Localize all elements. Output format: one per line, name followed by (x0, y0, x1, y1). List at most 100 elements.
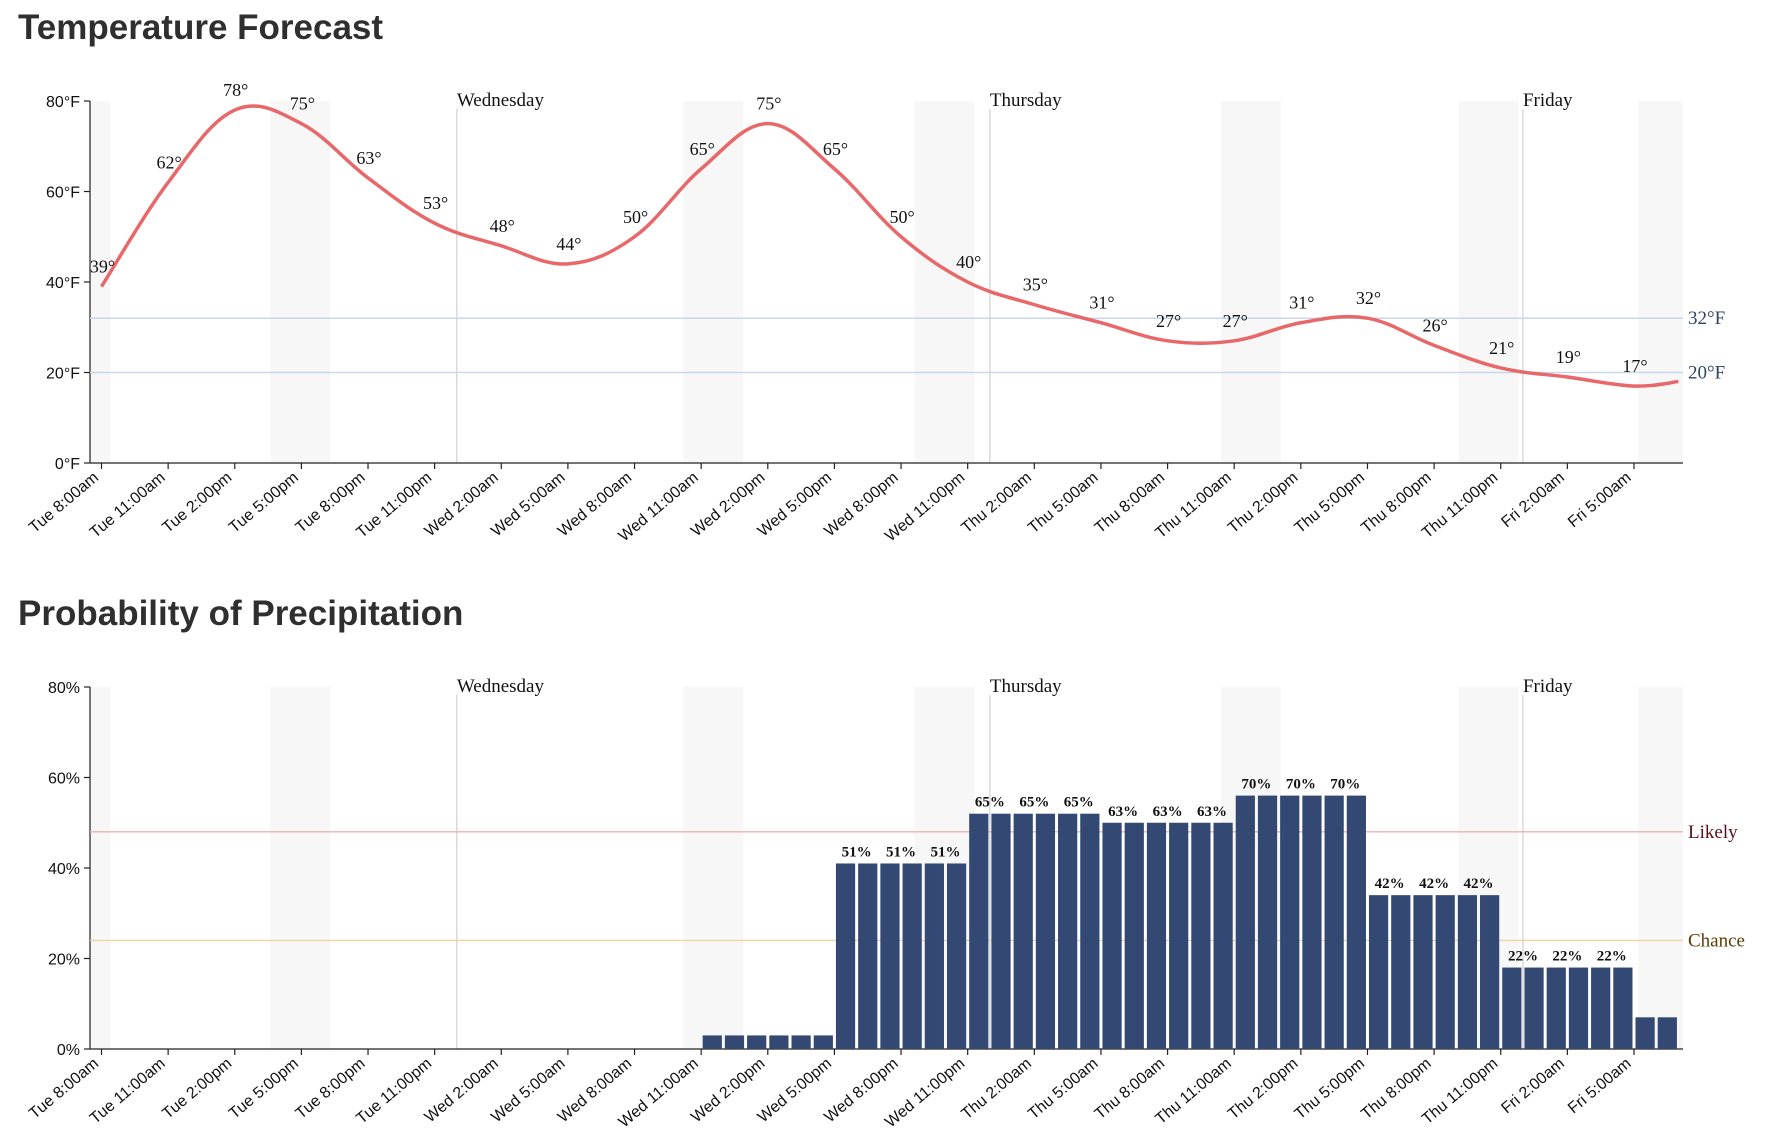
precip-bar (1435, 895, 1455, 1049)
precip-bar (747, 1035, 767, 1049)
x-tick-label: Thu 2:00pm (1225, 469, 1301, 537)
precip-bar (1391, 895, 1411, 1049)
temperature-data-label: 39° (90, 257, 115, 277)
precip-bar (1368, 895, 1389, 1049)
temperature-panel: Temperature Forecast Wednesday Thursday Fr… (18, 8, 1725, 545)
precip-bar (1280, 795, 1300, 1049)
x-tick-label: Fri 5:00am (1565, 1055, 1635, 1117)
precip-bar (1058, 813, 1078, 1049)
precip-data-label: 42% (1464, 876, 1494, 892)
precip-data-label: 42% (1375, 876, 1405, 892)
reference-label: 32°F (1688, 308, 1725, 329)
precip-bar (1169, 822, 1189, 1049)
x-tick-label: Tue 5:00pm (226, 1055, 302, 1123)
temperature-data-label: 40° (956, 252, 981, 272)
temperature-data-label: 78° (223, 80, 248, 100)
precip-data-label: 51% (930, 844, 960, 860)
day-label: Wednesday (457, 676, 545, 697)
precip-bar (1524, 967, 1544, 1049)
day-label: Thursday (990, 90, 1062, 111)
night-band (683, 101, 744, 463)
x-tick-label: Tue 5:00pm (226, 469, 302, 537)
precip-data-label: 65% (1064, 795, 1094, 811)
precip-bar (969, 813, 989, 1049)
day-label: Thursday (990, 676, 1062, 697)
precip-data-label: 22% (1552, 949, 1582, 965)
temperature-line (100, 104, 1679, 388)
precip-data-label: 51% (842, 844, 872, 860)
precip-data-label: 22% (1597, 949, 1627, 965)
precip-bar (1480, 895, 1500, 1049)
precip-bar (702, 1035, 722, 1049)
precip-bar (1257, 795, 1278, 1049)
x-tick-label: Thu 2:00am (959, 469, 1035, 537)
temperature-data-label: 62° (157, 152, 182, 172)
x-tick-label: Tue 2:00pm (159, 1055, 235, 1123)
y-tick-label: 80°F (46, 94, 80, 111)
precip-bar (835, 863, 856, 1049)
night-band (90, 687, 111, 1049)
temperature-data-label: 32° (1356, 288, 1381, 308)
temperature-data-label: 65° (690, 139, 715, 159)
temperature-data-label: 27° (1156, 311, 1181, 331)
precip-bar (1235, 795, 1255, 1049)
precip-bar (1635, 1017, 1655, 1049)
precip-bar (1191, 822, 1211, 1049)
precip-bar (1657, 1017, 1677, 1049)
night-band (1458, 101, 1519, 463)
precip-data-label: 51% (886, 844, 916, 860)
precip-bar (769, 1035, 789, 1049)
x-tick-label: Thu 5:00pm (1292, 1055, 1368, 1123)
x-tick-label: Fri 5:00am (1565, 469, 1635, 531)
precip-bar (1080, 813, 1100, 1049)
reference-label: 20°F (1688, 363, 1725, 384)
precip-data-label: 63% (1108, 804, 1138, 820)
temperature-data-label: 50° (623, 207, 648, 227)
precip-bar (902, 863, 922, 1049)
precip-data-label: 65% (975, 795, 1005, 811)
precip-bar (924, 863, 944, 1049)
temperature-data-label: 31° (1289, 293, 1314, 313)
precip-data-label: 65% (1019, 795, 1049, 811)
precipitation-panel: Probability of Precipitation Wednesday Th… (0, 586, 1774, 1140)
precip-data-label: 70% (1330, 777, 1360, 793)
precip-data-label: 22% (1508, 949, 1538, 965)
x-tick-label: Thu 2:00am (959, 1055, 1035, 1123)
temperature-data-label: 17° (1622, 356, 1647, 376)
precip-data-label: 63% (1197, 804, 1227, 820)
y-tick-label: 0°F (55, 456, 80, 473)
precip-bar (858, 863, 878, 1049)
y-tick-label: 0% (57, 1042, 80, 1059)
x-tick-label: Thu 5:00am (1025, 469, 1101, 537)
y-tick-label: 20% (48, 952, 80, 969)
precip-bar (880, 863, 900, 1049)
temperature-data-label: 63° (356, 148, 381, 168)
temperature-data-label: 21° (1489, 338, 1514, 358)
precip-bar (1102, 822, 1122, 1049)
x-tick-label: Tue 2:00pm (159, 469, 235, 537)
precip-bar (1346, 795, 1366, 1049)
precip-bar (946, 863, 967, 1049)
precip-bar (791, 1035, 811, 1049)
y-tick-label: 40% (48, 861, 80, 878)
precip-bar (1302, 795, 1322, 1049)
precip-bar (1146, 822, 1167, 1049)
precip-data-label: 70% (1286, 777, 1316, 793)
x-tick-label: Thu 2:00pm (1225, 1055, 1301, 1123)
night-band (90, 101, 111, 463)
temperature-data-label: 44° (556, 234, 581, 254)
night-band (683, 687, 744, 1049)
precip-bar (1035, 813, 1056, 1049)
temperature-chart: Wednesday Thursday Friday 0°F 20°F 40°F 60°F 80… (26, 80, 1725, 545)
precip-bar (1413, 895, 1433, 1049)
y-tick-label: 60% (48, 771, 80, 788)
precip-bar (1124, 822, 1144, 1049)
precip-bar (1013, 813, 1033, 1049)
night-band (270, 687, 331, 1049)
temperature-data-label: 48° (490, 216, 515, 236)
temperature-data-label: 53° (423, 193, 448, 213)
x-tick-label: Fri 2:00am (1498, 469, 1568, 531)
precip-bar (1613, 967, 1633, 1049)
temperature-data-label: 75° (756, 94, 781, 114)
precip-bar (1324, 795, 1344, 1049)
